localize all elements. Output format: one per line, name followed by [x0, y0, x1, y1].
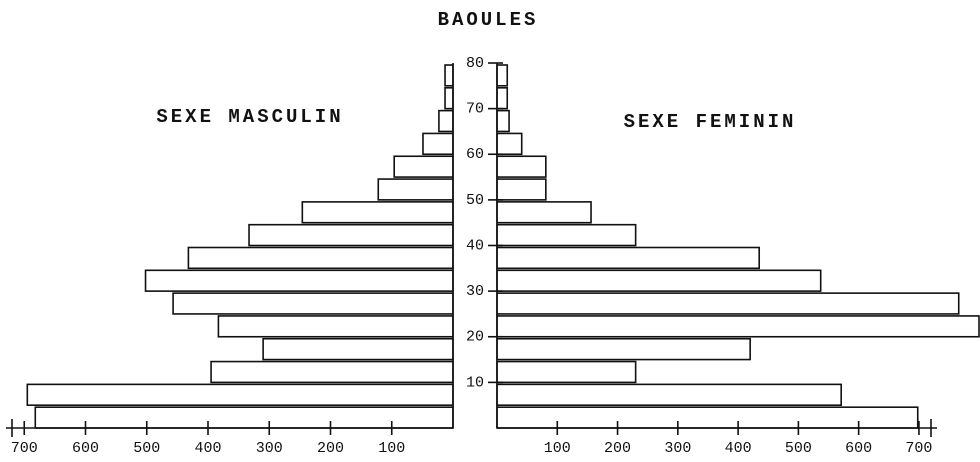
bar — [26, 383, 454, 406]
age-tick-label: 30 — [466, 283, 484, 300]
bar — [496, 337, 751, 361]
age-tick-label: 70 — [466, 101, 484, 118]
bar — [496, 406, 919, 429]
bar — [496, 315, 980, 338]
x-tick-label: 200 — [604, 440, 631, 457]
bar — [187, 246, 454, 270]
age-tick-label: 10 — [466, 374, 484, 391]
bar — [262, 337, 454, 361]
age-tick-label: 50 — [466, 192, 484, 209]
bar — [496, 109, 510, 133]
bar — [248, 223, 454, 247]
x-tick-label: 700 — [11, 440, 38, 457]
x-tick-label: 200 — [317, 440, 344, 457]
x-tick-label: 400 — [194, 440, 221, 457]
bar — [496, 246, 761, 270]
x-tick-label: 400 — [725, 440, 752, 457]
age-tick-label: 20 — [466, 329, 484, 346]
bar — [496, 178, 547, 201]
chart-title: BAOULES — [438, 9, 539, 31]
bar — [496, 87, 509, 110]
bar — [377, 178, 454, 201]
bar — [210, 360, 454, 384]
bar — [496, 132, 523, 156]
bar — [496, 223, 637, 247]
bar — [393, 155, 454, 178]
bar — [496, 155, 547, 178]
x-tick-label: 300 — [256, 440, 283, 457]
age-tick-label: 80 — [466, 55, 484, 72]
bar — [444, 64, 454, 87]
left-label: SEXE MASCULIN — [156, 106, 343, 128]
bar — [438, 109, 454, 133]
bar — [496, 292, 960, 315]
bar — [217, 315, 454, 338]
bar — [34, 406, 454, 429]
bar — [422, 132, 454, 156]
x-tick-label: 300 — [664, 440, 691, 457]
x-tick-label: 500 — [133, 440, 160, 457]
right-label: SEXE FEMININ — [624, 111, 797, 133]
x-tick-label: 100 — [378, 440, 405, 457]
bar — [444, 87, 454, 110]
bar — [496, 269, 822, 292]
bar — [496, 383, 842, 406]
x-tick-label: 100 — [544, 440, 571, 457]
bar — [496, 64, 509, 87]
x-tick-label: 500 — [785, 440, 812, 457]
age-tick-label: 60 — [466, 146, 484, 163]
x-tick-label: 600 — [845, 440, 872, 457]
bar — [496, 360, 637, 384]
x-tick-label: 600 — [72, 440, 99, 457]
age-tick-label: 40 — [466, 237, 484, 254]
bar — [172, 292, 454, 315]
bar — [496, 201, 592, 224]
x-tick-label: 700 — [905, 440, 932, 457]
bar — [144, 269, 454, 292]
bar — [301, 201, 454, 224]
